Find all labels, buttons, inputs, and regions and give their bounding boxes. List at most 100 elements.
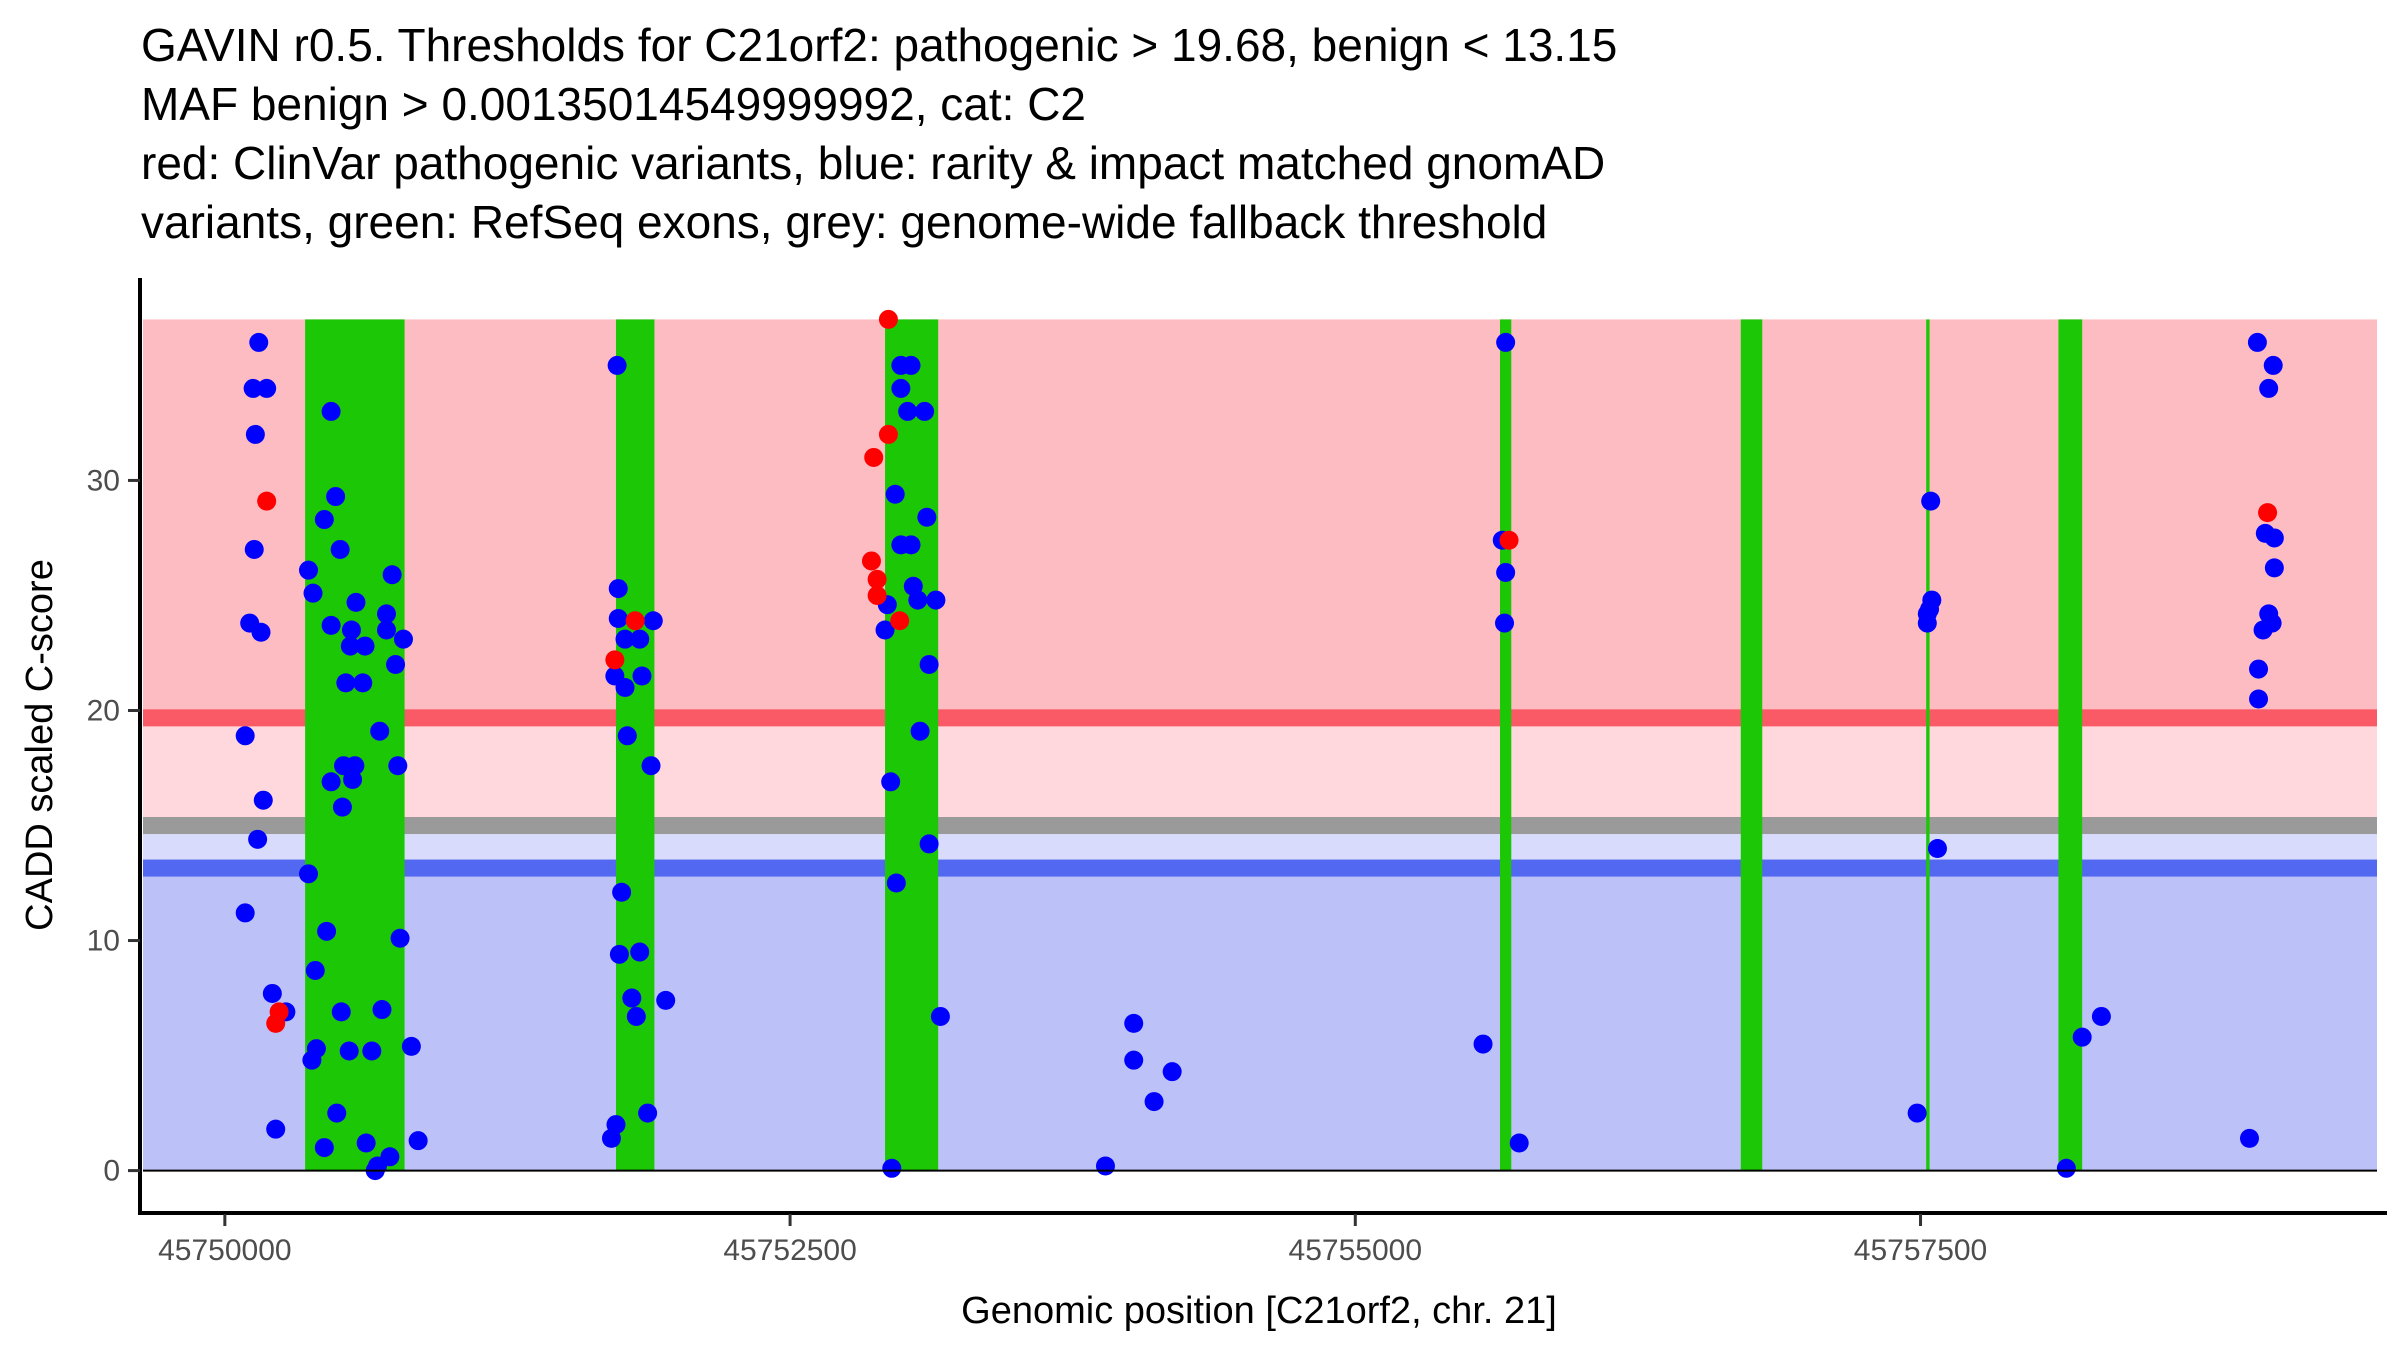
gnomad-point	[370, 721, 390, 741]
gnomad-point	[235, 726, 255, 746]
title-line-1: GAVIN r0.5. Thresholds for C21orf2: path…	[141, 19, 1618, 71]
gnomad-point	[608, 608, 628, 628]
exon-band-7	[2058, 319, 2083, 1171]
benign-threshold-line	[143, 859, 2377, 877]
x-tick-label: 45752500	[723, 1234, 856, 1267]
gnomad-point	[266, 1119, 286, 1139]
gnomad-point	[302, 1050, 322, 1070]
clinvar-point	[890, 611, 910, 631]
gnomad-point	[641, 756, 661, 776]
gnomad-point	[609, 944, 629, 964]
gnomad-point	[321, 615, 341, 635]
title-line-3: red: ClinVar pathogenic variants, blue: …	[141, 137, 1606, 189]
gnomad-point	[886, 873, 906, 893]
clinvar-point	[867, 569, 887, 589]
gnomad-point	[1496, 562, 1516, 582]
fallback-threshold-line	[143, 817, 2377, 835]
gnomad-point	[607, 355, 627, 375]
gnomad-point	[2091, 1006, 2111, 1026]
axes: 0 10 20 30 45750000 45752500 45755000 45757500	[87, 278, 2387, 1267]
x-tick-label: 45750000	[158, 1234, 291, 1267]
gnomad-point	[303, 583, 323, 603]
gnomad-point	[376, 620, 396, 640]
gnomad-point	[1162, 1062, 1182, 1082]
gnomad-point	[356, 1133, 376, 1153]
gnomad-point	[615, 629, 635, 649]
clinvar-point	[2258, 503, 2278, 523]
pathogenic-zone	[143, 319, 2377, 718]
gnomad-point	[314, 510, 334, 530]
gnomad-point	[2264, 528, 2284, 548]
gnomad-point	[393, 629, 413, 649]
gnomad-point	[298, 864, 318, 884]
gnomad-point	[2264, 558, 2284, 578]
gnomad-point	[251, 622, 271, 642]
gnomad-point	[1473, 1034, 1493, 1054]
gnomad-point	[1496, 332, 1516, 352]
gnomad-point	[355, 636, 375, 656]
gnomad-point	[930, 1006, 950, 1026]
gnomad-point	[401, 1036, 421, 1056]
gnomad-point	[386, 654, 406, 674]
exon-band-5	[1740, 319, 1763, 1171]
gnomad-point	[376, 604, 396, 624]
gnomad-point	[1509, 1133, 1529, 1153]
gnomad-point	[612, 882, 632, 902]
gnomad-point	[1495, 613, 1515, 633]
clinvar-point	[878, 424, 898, 444]
gnomad-point	[615, 677, 635, 697]
gnomad-point	[901, 355, 921, 375]
clinvar-point	[867, 585, 887, 605]
gnomad-point	[330, 539, 350, 559]
gnomad-point	[656, 990, 676, 1010]
gnomad-point	[622, 988, 642, 1008]
gnomad-point	[1124, 1050, 1144, 1070]
exon-band-2	[615, 319, 655, 1171]
gnomad-point	[340, 636, 360, 656]
gnomad-point	[253, 790, 273, 810]
gnomad-point	[885, 484, 905, 504]
threshold-zones	[143, 319, 2377, 1171]
gnomad-point	[910, 721, 930, 741]
gnomad-point	[2263, 355, 2283, 375]
gnomad-point	[601, 1128, 621, 1148]
gnomad-point	[343, 770, 363, 790]
benign-zone	[143, 868, 2377, 1171]
exon-band-4	[1499, 319, 1512, 1171]
gnomad-point	[915, 401, 935, 421]
gnomad-point	[408, 1131, 428, 1151]
gnomad-point	[2249, 689, 2269, 709]
clinvar-point	[257, 491, 277, 511]
chart-title: GAVIN r0.5. Thresholds for C21orf2: path…	[141, 16, 1617, 252]
gnomad-point	[372, 1000, 392, 1020]
x-tick-label: 45755000	[1289, 1234, 1422, 1267]
clinvar-point	[266, 1013, 286, 1033]
gnomad-point	[1927, 839, 1947, 859]
gnomad-point	[339, 1041, 359, 1061]
gnomad-point	[2056, 1158, 2076, 1178]
gnomad-point	[326, 487, 346, 507]
gnomad-point	[1921, 491, 1941, 511]
gnomad-point	[882, 1158, 902, 1178]
gnomad-point	[1144, 1092, 1164, 1112]
gnomad-point	[317, 921, 337, 941]
title-line-4: variants, green: RefSeq exons, grey: gen…	[141, 196, 1548, 248]
gnomad-point	[2259, 378, 2279, 398]
x-axis-title: Genomic position [C21orf2, chr. 21]	[961, 1290, 1557, 1332]
gnomad-point	[2239, 1128, 2259, 1148]
gnomad-point	[244, 539, 264, 559]
clinvar-point	[1499, 530, 1519, 550]
gnomad-point	[2253, 620, 2273, 640]
gnomad-point	[362, 1041, 382, 1061]
y-tick-label: 20	[87, 694, 120, 727]
gnomad-point	[245, 424, 265, 444]
gnomad-point	[382, 565, 402, 585]
gnomad-point	[332, 797, 352, 817]
y-tick-label: 10	[87, 925, 120, 958]
gnomad-point	[643, 611, 663, 631]
gnomad-point	[249, 332, 269, 352]
title-line-2: MAF benign > 0.00135014549999992, cat: C…	[141, 78, 1086, 130]
y-tick-label: 0	[103, 1155, 120, 1188]
gnomad-point	[617, 726, 637, 746]
